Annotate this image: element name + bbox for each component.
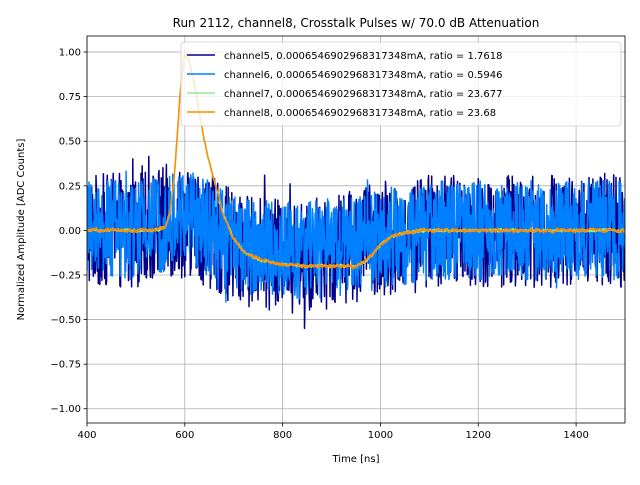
legend: channel5, 0.0006546902968317348mA, ratio… [180,41,622,127]
legend-entry: channel6, 0.0006546902968317348mA, ratio… [224,70,502,81]
y-tick-label: −0.25 [50,270,81,281]
x-axis-ticks: 400 600 800 1000 1200 1400 [77,423,589,441]
y-tick-label: 0.25 [59,181,81,192]
x-axis-label: Time [ns] [331,454,379,465]
x-tick-label: 1200 [466,430,491,441]
y-tick-label: −1.00 [50,404,81,415]
x-tick-label: 1400 [563,430,588,441]
chart-title: Run 2112, channel8, Crosstalk Pulses w/ … [173,16,540,30]
y-tick-label: 0.00 [59,226,81,237]
x-tick-label: 800 [273,430,292,441]
x-tick-label: 600 [175,430,194,441]
y-axis-ticks: −1.00 −0.75 −0.50 −0.25 0.00 0.25 0.50 0.75 1.00 [50,48,87,415]
series-layer [87,49,625,330]
legend-entry: channel8, 0.0006546902968317348mA, ratio… [224,108,496,119]
series-line-6 [87,170,625,303]
y-tick-label: 0.50 [59,137,81,148]
series-line-8 [87,49,625,270]
y-tick-label: −0.50 [50,315,81,326]
legend-entry: channel7, 0.0006546902968317348mA, ratio… [224,89,502,100]
y-tick-label: 1.00 [59,48,81,59]
y-tick-label: 0.75 [59,92,81,103]
y-axis-label: Normalized Amplitude [ADC Counts] [16,139,27,321]
legend-box [180,41,622,127]
plot-frame [86,35,626,424]
legend-entry: channel5, 0.0006546902968317348mA, ratio… [224,51,502,62]
y-tick-label: −0.75 [50,360,81,371]
x-tick-label: 400 [77,430,96,441]
x-tick-label: 1000 [368,430,393,441]
